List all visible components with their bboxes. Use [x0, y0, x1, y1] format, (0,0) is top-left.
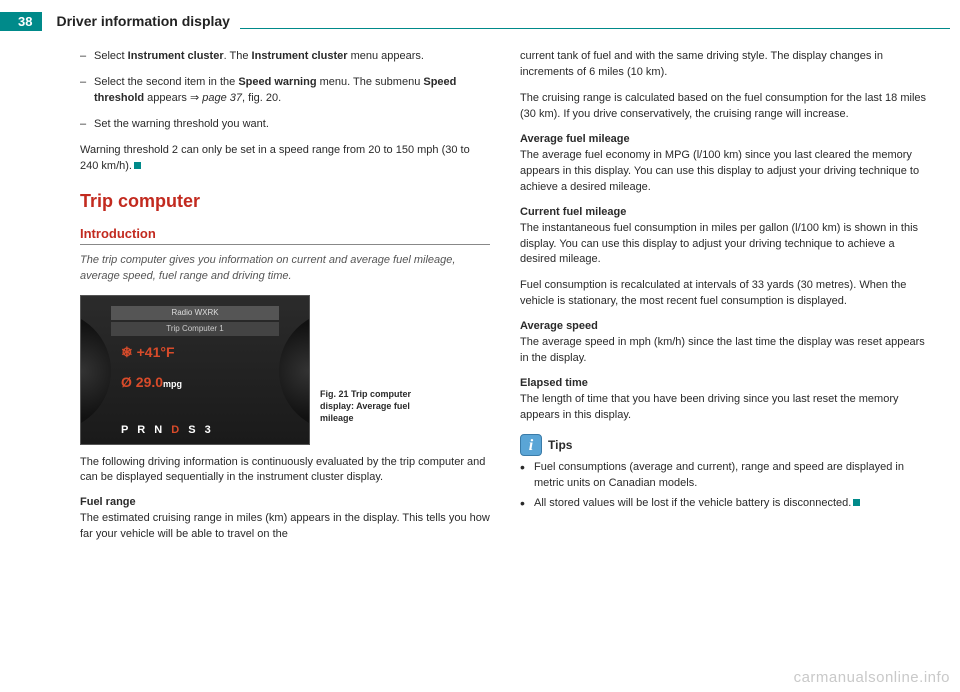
dash-bullet: –: [80, 49, 94, 65]
page-header: 38 Driver information display: [0, 12, 960, 31]
sub-heading: Average fuel mileage: [520, 133, 930, 145]
bullet-icon: •: [520, 460, 534, 492]
step-item: – Select the second item in the Speed wa…: [80, 75, 490, 107]
warning-note: Warning threshold 2 can only be set in a…: [80, 143, 490, 175]
body-text: The average speed in mph (km/h) since th…: [520, 335, 930, 367]
page-title: Driver information display: [56, 13, 229, 31]
tips-header: i Tips: [520, 434, 930, 456]
body-text: current tank of fuel and with the same d…: [520, 49, 930, 81]
dash-trip-label: Trip Computer 1: [111, 322, 279, 336]
tips-text: All stored values will be lost if the ve…: [534, 496, 860, 512]
sub-heading: Current fuel mileage: [520, 206, 930, 218]
body-text: The cruising range is calculated based o…: [520, 91, 930, 123]
tips-text: Fuel consumptions (average and current),…: [534, 460, 930, 492]
page-number: 38: [0, 12, 42, 31]
right-column: current tank of fuel and with the same d…: [520, 49, 930, 553]
dial-right: [279, 311, 310, 431]
dashboard-image: Radio WXRK Trip Computer 1 ❄ +41°F Ø 29.…: [80, 295, 310, 445]
dial-left: [80, 311, 111, 431]
body-text: The average fuel economy in MPG (l/100 k…: [520, 148, 930, 196]
bullet-icon: •: [520, 496, 534, 512]
sub-heading: Average speed: [520, 320, 930, 332]
dash-gear: P R N D S 3: [121, 424, 214, 436]
figure-caption: Fig. 21 Trip computer display: Average f…: [320, 389, 430, 444]
step-item: – Set the warning threshold you want.: [80, 117, 490, 133]
step-text: Set the warning threshold you want.: [94, 117, 269, 133]
sub-heading: Elapsed time: [520, 377, 930, 389]
body-text: The instantaneous fuel consumption in mi…: [520, 221, 930, 269]
body-text: The estimated cruising range in miles (k…: [80, 511, 490, 543]
tips-item: • All stored values will be lost if the …: [520, 496, 930, 512]
header-rule: [240, 28, 950, 29]
end-mark-icon: [853, 499, 860, 506]
figure-wrap: Radio WXRK Trip Computer 1 ❄ +41°F Ø 29.…: [80, 295, 490, 445]
dash-bullet: –: [80, 117, 94, 133]
end-mark-icon: [134, 162, 141, 169]
subsection-heading: Introduction: [80, 226, 490, 245]
intro-text: The trip computer gives you information …: [80, 253, 490, 285]
step-item: – Select Instrument cluster. The Instrum…: [80, 49, 490, 65]
content-columns: – Select Instrument cluster. The Instrum…: [0, 49, 960, 553]
step-text: Select Instrument cluster. The Instrumen…: [94, 49, 424, 65]
section-heading: Trip computer: [80, 191, 490, 212]
watermark: carmanualsonline.info: [794, 669, 950, 686]
dash-mpg: Ø 29.0mpg: [121, 374, 182, 390]
dash-bullet: –: [80, 75, 94, 107]
left-column: – Select Instrument cluster. The Instrum…: [80, 49, 490, 553]
info-icon: i: [520, 434, 542, 456]
body-text: Fuel consumption is recalculated at inte…: [520, 278, 930, 310]
tips-item: • Fuel consumptions (average and current…: [520, 460, 930, 492]
sub-heading: Fuel range: [80, 496, 490, 508]
body-text: The following driving information is con…: [80, 455, 490, 487]
step-text: Select the second item in the Speed warn…: [94, 75, 490, 107]
body-text: The length of time that you have been dr…: [520, 392, 930, 424]
dash-radio-label: Radio WXRK: [111, 306, 279, 320]
tips-label: Tips: [548, 438, 572, 452]
dash-temp: ❄ +41°F: [121, 344, 175, 361]
